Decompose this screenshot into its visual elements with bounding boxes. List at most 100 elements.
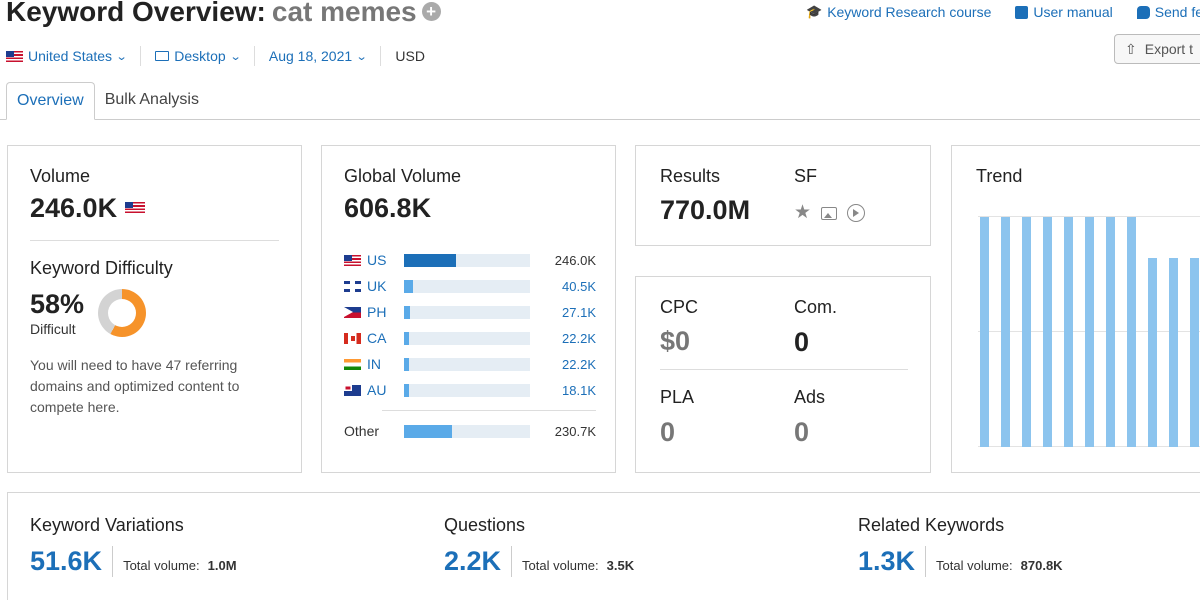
results-value: 770.0M — [660, 195, 751, 225]
total-volume-value: 1.0M — [207, 558, 237, 573]
trend-card: Trend — [951, 145, 1200, 473]
in-flag-icon — [344, 358, 361, 370]
volume-value: 246.0K — [30, 193, 118, 223]
trend-bar[interactable] — [980, 217, 989, 447]
competition-label: Com. — [794, 297, 838, 317]
star-icon: ★ — [794, 202, 812, 223]
trend-bar[interactable] — [1085, 217, 1094, 447]
country-code[interactable]: US — [367, 252, 387, 268]
volume-label: Volume — [30, 166, 91, 186]
country-bar — [404, 253, 530, 267]
ca-flag-icon — [344, 332, 361, 344]
country-volume: 246.0K — [554, 252, 596, 268]
pla-label: PLA — [660, 387, 695, 407]
country-bar — [404, 331, 530, 345]
date-dropdown[interactable]: Aug 18, 2021 ⌄ — [269, 46, 382, 66]
user-manual-link[interactable]: User manual — [1015, 4, 1113, 20]
related-keywords-value[interactable]: 1.3K — [858, 546, 927, 577]
desktop-icon — [155, 51, 170, 61]
trend-bar[interactable] — [1127, 217, 1136, 447]
country-volume[interactable]: 27.1K — [562, 304, 596, 320]
difficulty-donut-chart — [98, 289, 147, 337]
keyword-difficulty-label[interactable]: Keyword Difficulty — [30, 258, 173, 278]
tab-bulk-analysis[interactable]: Bulk Analysis — [104, 91, 199, 108]
pla-value: 0 — [660, 417, 676, 447]
ads-label: Ads — [794, 387, 826, 407]
page-title: Keyword Overview: cat memes + — [6, 0, 441, 28]
total-volume-label: Total volume: — [123, 558, 200, 573]
country-row-us: US 246.0K — [344, 250, 596, 270]
results-card: Results 770.0M SF ★ — [635, 145, 931, 246]
total-volume-label: Total volume: — [522, 558, 599, 573]
top-links: 🎓 Keyword Research course User manual Se… — [806, 4, 1200, 20]
cpc-value: $0 — [660, 326, 691, 356]
tab-overview[interactable]: Overview — [6, 82, 95, 120]
keyword-variations-value[interactable]: 51.6K — [30, 546, 114, 577]
country-code[interactable]: AU — [367, 382, 387, 398]
trend-bar[interactable] — [1022, 217, 1031, 447]
ph-flag-icon — [344, 306, 361, 318]
trend-bar[interactable] — [1043, 217, 1052, 447]
questions-value[interactable]: 2.2K — [444, 546, 513, 577]
keyword-variations-section: Keyword Variations 51.6K Total volume: 1… — [30, 515, 237, 577]
trend-bar[interactable] — [1106, 217, 1115, 447]
results-label: Results — [660, 166, 721, 186]
country-bar-fill — [404, 279, 413, 293]
currency-label: USD — [395, 48, 425, 64]
chevron-down-icon: ⌄ — [229, 50, 242, 63]
country-code[interactable]: PH — [367, 304, 387, 320]
keyword-ideas-card: Keyword Variations 51.6K Total volume: 1… — [7, 492, 1200, 600]
volume-card: Volume 246.0K Keyword Difficulty 58% Dif… — [7, 145, 302, 473]
country-volume[interactable]: 18.1K — [562, 382, 596, 398]
device-dropdown[interactable]: Desktop ⌄ — [155, 46, 255, 66]
country-bar-fill — [404, 305, 410, 319]
trend-bar[interactable] — [1169, 258, 1178, 447]
related-keywords-section: Related Keywords 1.3K Total volume: 870.… — [858, 515, 1063, 577]
country-code[interactable]: UK — [367, 278, 387, 294]
country-row-uk: UK 40.5K — [344, 276, 596, 296]
page-title-label: Keyword Overview: — [6, 0, 266, 27]
divider — [30, 240, 279, 241]
total-volume-value: 3.5K — [606, 558, 635, 573]
competition-value: 0 — [794, 327, 810, 357]
country-row-ca: CA 22.2K — [344, 328, 596, 348]
keyword-difficulty-note: You will need to have 47 referring domai… — [30, 357, 240, 415]
tab-bar: Overview Bulk Analysis — [6, 82, 209, 120]
trend-chart — [978, 216, 1200, 447]
country-volume[interactable]: 22.2K — [562, 356, 596, 372]
trend-bar[interactable] — [1148, 258, 1157, 447]
country-row-in: IN 22.2K — [344, 354, 596, 374]
country-bar — [404, 383, 530, 397]
country-volume[interactable]: 22.2K — [562, 330, 596, 346]
metrics-card: CPC $0 Com. 0 PLA 0 Ads 0 — [635, 276, 931, 473]
country-code[interactable]: CA — [367, 330, 387, 346]
trend-bar[interactable] — [1064, 217, 1073, 447]
country-code[interactable]: IN — [367, 356, 381, 372]
country-bar-fill — [404, 383, 410, 397]
country-code: Other — [344, 423, 380, 439]
country-bar-fill — [404, 331, 410, 345]
send-feedback-link[interactable]: Send fe — [1136, 4, 1200, 20]
keyword-difficulty-value: 58% — [30, 289, 85, 319]
export-icon: ⇧ — [1125, 40, 1137, 57]
trend-bar[interactable] — [1001, 217, 1010, 447]
country-dropdown[interactable]: United States ⌄ — [6, 46, 142, 66]
country-bar — [404, 357, 530, 371]
related-keywords-label: Related Keywords — [858, 515, 1005, 535]
tab-divider — [0, 119, 1200, 120]
global-volume-label: Global Volume — [344, 166, 462, 186]
export-button[interactable]: ⇧ Export t — [1114, 34, 1200, 64]
chat-bubble-icon — [1136, 5, 1150, 19]
country-bar — [404, 424, 530, 438]
global-volume-card: Global Volume 606.8K US 246.0K UK 40.5K PH 27… — [321, 145, 616, 473]
keyword-research-course-link[interactable]: 🎓 Keyword Research course — [806, 4, 992, 20]
add-keyword-icon[interactable]: + — [421, 2, 441, 21]
country-bar-fill — [404, 424, 452, 438]
trend-bar[interactable] — [1190, 258, 1199, 447]
country-volume[interactable]: 40.5K — [562, 278, 596, 294]
chevron-down-icon: ⌄ — [355, 50, 368, 63]
total-volume-value: 870.8K — [1020, 558, 1063, 573]
ads-value: 0 — [794, 417, 810, 447]
divider — [382, 410, 596, 411]
country-volume: 230.7K — [554, 423, 596, 439]
